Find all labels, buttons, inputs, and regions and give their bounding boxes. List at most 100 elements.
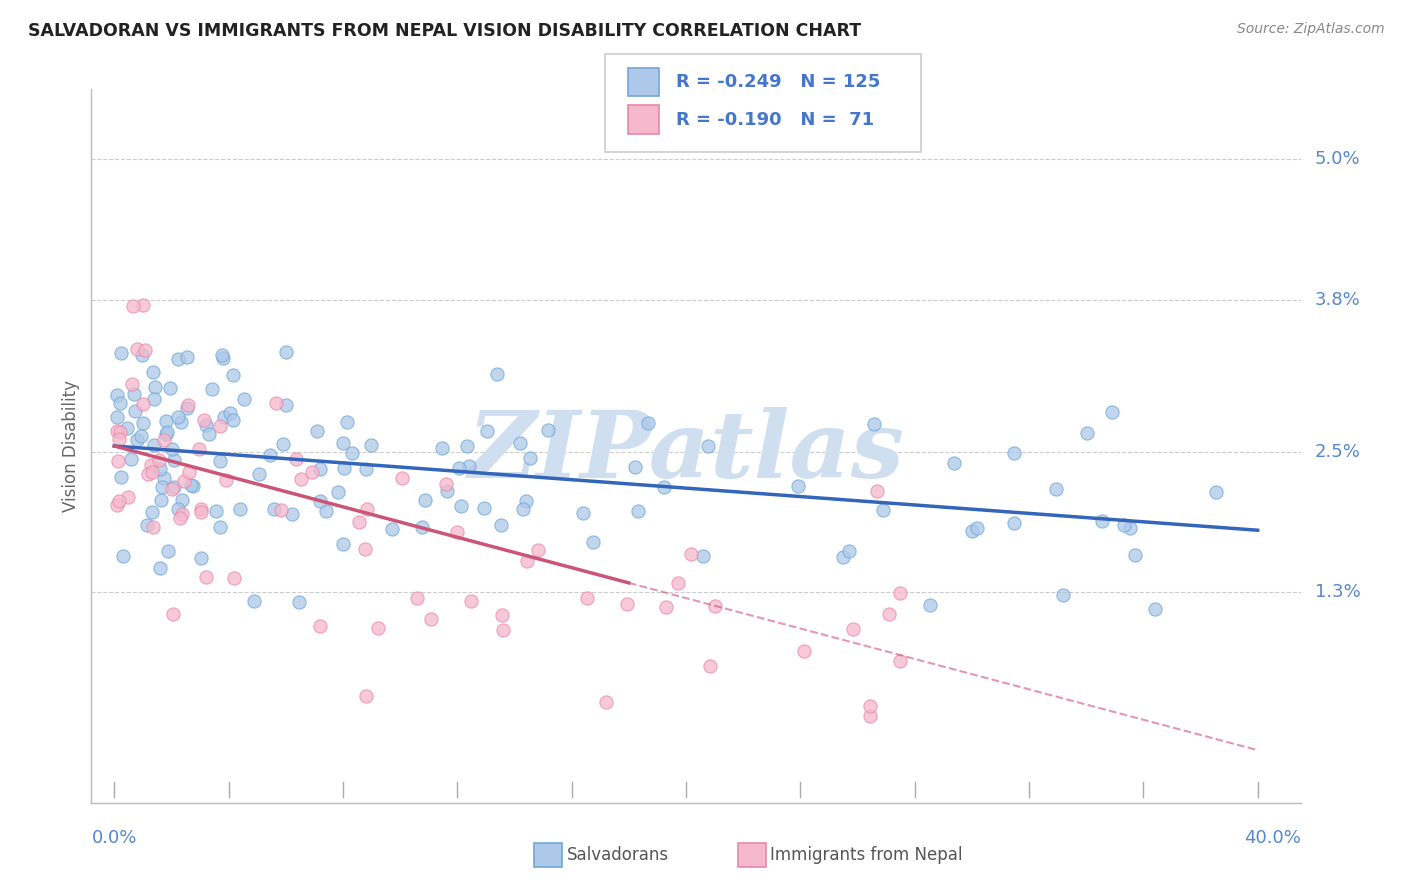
Point [205, 504, 228, 518]
Point [211, 348, 233, 362]
Point [160, 482, 183, 496]
Point [838, 544, 860, 558]
Point [127, 342, 149, 356]
Text: 40.0%: 40.0% [1244, 829, 1301, 847]
Point [787, 479, 810, 493]
Point [152, 471, 174, 485]
Point [141, 505, 163, 519]
Point [190, 505, 212, 519]
Point [515, 493, 537, 508]
Point [108, 395, 131, 409]
Point [1002, 446, 1025, 460]
Point [105, 424, 128, 438]
Point [367, 621, 389, 635]
Point [696, 439, 718, 453]
Point [172, 507, 194, 521]
Point [430, 441, 453, 455]
Point [107, 453, 129, 467]
Point [575, 591, 598, 605]
Text: 3.8%: 3.8% [1315, 291, 1361, 309]
Point [263, 501, 285, 516]
Point [616, 597, 638, 611]
Point [142, 392, 165, 407]
Point [190, 551, 212, 566]
Point [233, 392, 256, 406]
Point [391, 471, 413, 485]
Point [356, 502, 378, 516]
Point [340, 446, 363, 460]
Point [271, 437, 294, 451]
Point [420, 612, 443, 626]
Point [131, 348, 153, 362]
Point [166, 502, 188, 516]
Point [332, 537, 354, 551]
Point [173, 474, 195, 488]
Point [333, 460, 356, 475]
Point [434, 477, 457, 491]
Point [160, 442, 183, 456]
Point [1112, 518, 1135, 533]
Point [571, 506, 593, 520]
Point [270, 503, 292, 517]
Point [450, 499, 472, 513]
Point [120, 451, 142, 466]
Point [472, 501, 495, 516]
Point [136, 467, 159, 482]
Point [456, 439, 478, 453]
Point [222, 413, 245, 427]
Point [212, 351, 235, 365]
Point [405, 591, 427, 606]
Point [247, 467, 270, 481]
Point [141, 458, 163, 473]
Point [172, 492, 194, 507]
Point [110, 346, 132, 360]
Point [121, 377, 143, 392]
Point [491, 607, 513, 622]
Point [132, 397, 155, 411]
Point [108, 432, 131, 446]
Point [149, 461, 172, 475]
Point [889, 654, 911, 668]
Point [108, 425, 131, 440]
Point [153, 433, 176, 447]
Point [627, 504, 650, 518]
Point [315, 504, 337, 518]
Point [623, 460, 645, 475]
Point [595, 695, 617, 709]
Point [156, 425, 179, 439]
Point [209, 520, 232, 534]
Point [198, 426, 221, 441]
Point [215, 473, 238, 487]
Point [1123, 548, 1146, 562]
Point [485, 367, 508, 381]
Point [411, 519, 433, 533]
Point [1076, 426, 1098, 441]
Point [117, 490, 139, 504]
Point [148, 452, 170, 467]
Point [537, 423, 560, 437]
Point [492, 623, 515, 637]
Point [354, 689, 377, 703]
Text: Salvadorans: Salvadorans [567, 847, 669, 864]
Point [110, 470, 132, 484]
Point [301, 465, 323, 479]
Point [125, 434, 148, 448]
Point [132, 297, 155, 311]
Point [176, 351, 198, 365]
Point [214, 410, 236, 425]
Point [167, 409, 190, 424]
Point [460, 594, 482, 608]
Point [457, 458, 479, 473]
Point [177, 398, 200, 412]
Text: ZIPatlas: ZIPatlas [467, 407, 904, 497]
Point [281, 507, 304, 521]
Point [107, 493, 129, 508]
Point [162, 607, 184, 621]
Text: SALVADORAN VS IMMIGRANTS FROM NEPAL VISION DISABILITY CORRELATION CHART: SALVADORAN VS IMMIGRANTS FROM NEPAL VISI… [28, 22, 862, 40]
Point [1119, 521, 1142, 535]
Point [877, 607, 900, 621]
Point [309, 494, 332, 508]
Point [163, 453, 186, 467]
Point [169, 415, 191, 429]
Point [1144, 602, 1167, 616]
